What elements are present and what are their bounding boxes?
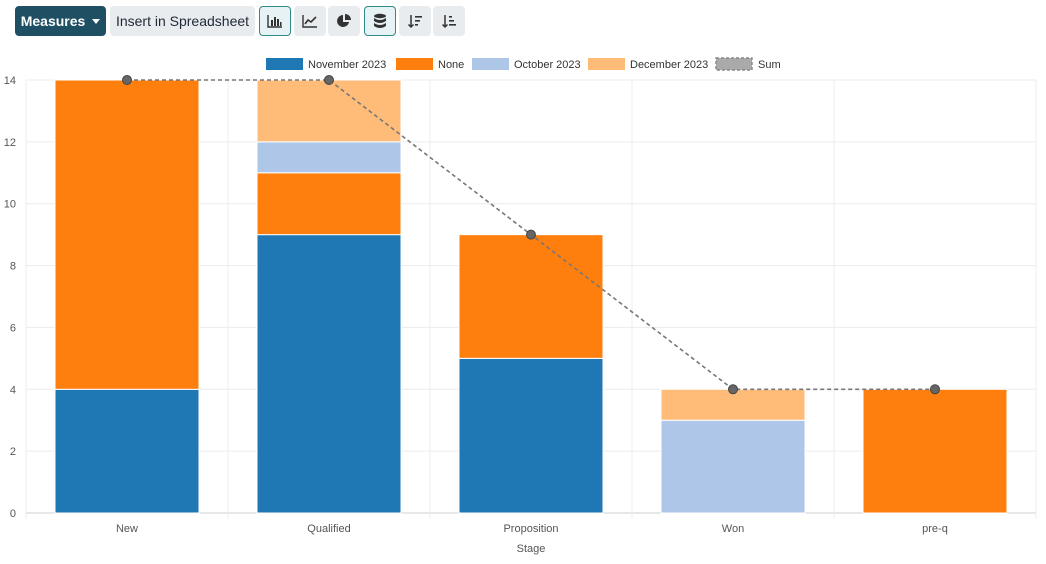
x-tick-label: New: [116, 523, 138, 535]
line-chart-button[interactable]: [294, 6, 326, 36]
legend-item-none[interactable]: None: [396, 58, 464, 71]
sum-point[interactable]: [122, 75, 132, 85]
legend-item-december-2023[interactable]: December 2023: [588, 58, 708, 71]
y-tick-label: 12: [4, 137, 16, 149]
legend-label: December 2023: [630, 59, 708, 71]
stacked-icon: [374, 13, 386, 28]
bar-qualified-december-2023[interactable]: [256, 79, 402, 143]
legend-label: None: [438, 59, 464, 71]
bar-qualified-none[interactable]: [256, 172, 402, 236]
bar-qualified-november-2023[interactable]: [256, 234, 402, 514]
sort-descending-icon: [407, 15, 422, 29]
measures-dropdown-button[interactable]: Measures: [15, 6, 106, 36]
y-tick-label: 0: [10, 508, 16, 520]
sort-ascending-icon: [441, 15, 456, 29]
y-tick-label: 14: [4, 75, 16, 87]
sum-line: [122, 75, 940, 395]
y-tick-label: 2: [10, 446, 16, 458]
legend-label: October 2023: [514, 59, 581, 71]
bar-proposition-november-2023[interactable]: [458, 357, 604, 514]
legend-swatch: [715, 57, 753, 71]
bar-new-none[interactable]: [54, 79, 200, 390]
pie-chart-icon: [337, 14, 351, 27]
sum-point[interactable]: [728, 384, 738, 395]
legend-item-sum[interactable]: Sum: [715, 57, 781, 71]
bars: [54, 79, 1008, 514]
sum-point[interactable]: [324, 75, 334, 85]
legend-swatch: [266, 58, 303, 70]
stacked-toggle-button[interactable]: [364, 6, 396, 36]
stacked-bar-chart: 0 2 4 6 8 10 12 14 New Qualified Proposition Won pre…: [4, 57, 1037, 555]
insert-label: Insert in Spreadsheet: [115, 13, 250, 29]
legend-swatch: [396, 58, 433, 70]
legend[interactable]: November 2023 None October 2023 December 20…: [266, 57, 781, 71]
insert-in-spreadsheet-button[interactable]: Insert in Spreadsheet: [110, 6, 255, 36]
caret-down-icon: [92, 18, 101, 24]
bar-chart-icon: [267, 15, 282, 28]
legend-item-november-2023[interactable]: November 2023: [266, 58, 386, 71]
legend-swatch: [588, 58, 625, 70]
x-tick-label: Won: [722, 523, 744, 535]
measures-label: Measures: [20, 13, 86, 29]
x-tick-label: Qualified: [307, 523, 350, 535]
graph-view: 0 2 4 6 8 10 12 14 New Qualified Proposition Won pre…: [0, 50, 1046, 559]
bar-won-december-2023[interactable]: [660, 388, 806, 421]
sum-point[interactable]: [930, 384, 940, 395]
x-tick-label: Proposition: [503, 523, 558, 535]
bar-pre-q-none[interactable]: [862, 388, 1008, 514]
bar-qualified-october-2023[interactable]: [256, 141, 402, 174]
bar-won-october-2023[interactable]: [660, 419, 806, 514]
axes: 0 2 4 6 8 10 12 14 New Qualified Proposition Won pre…: [4, 75, 948, 535]
bar-chart-button[interactable]: [259, 6, 291, 36]
line-chart-icon: [302, 15, 317, 28]
x-tick-label: pre-q: [922, 523, 948, 535]
sort-descending-button[interactable]: [399, 6, 431, 36]
legend-label: Sum: [758, 59, 781, 71]
legend-swatch: [472, 58, 509, 70]
y-tick-label: 10: [4, 199, 16, 211]
legend-item-october-2023[interactable]: October 2023: [472, 58, 581, 71]
pie-chart-button[interactable]: [328, 6, 360, 36]
bar-proposition-none[interactable]: [458, 234, 604, 359]
bar-new-november-2023[interactable]: [54, 388, 200, 514]
legend-label: November 2023: [308, 59, 386, 71]
toolbar: Measures Insert in Spreadsheet: [0, 0, 1046, 50]
sort-ascending-button[interactable]: [433, 6, 465, 36]
y-tick-label: 8: [10, 261, 16, 273]
y-tick-label: 6: [10, 322, 16, 334]
y-tick-label: 4: [10, 384, 16, 396]
x-axis-title: Stage: [517, 543, 546, 555]
sum-point[interactable]: [526, 229, 536, 240]
